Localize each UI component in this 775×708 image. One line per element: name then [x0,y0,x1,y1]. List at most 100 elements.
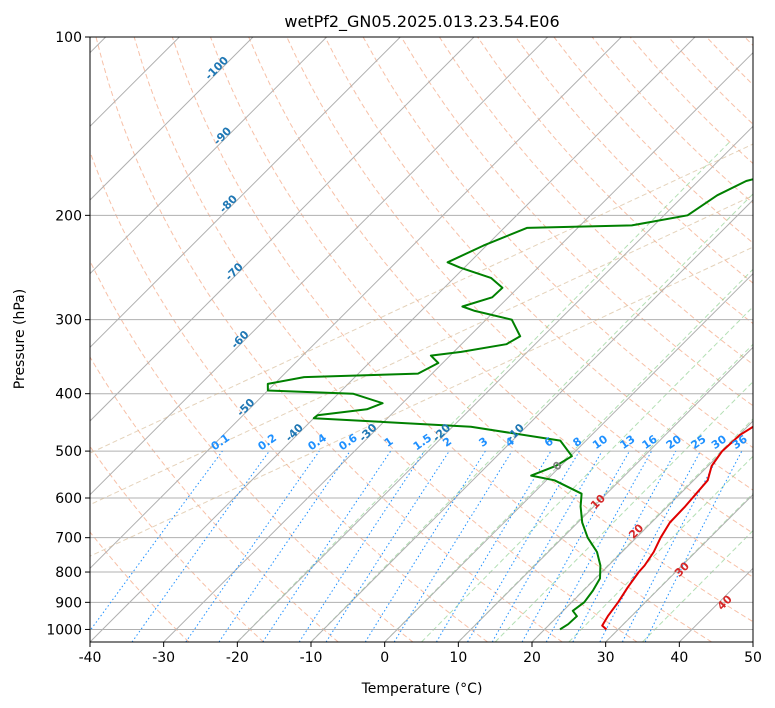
mixing-ratio-label: 13 [617,433,637,452]
dry-adiabat-line [90,531,190,642]
isotherm-line [310,199,753,642]
mixing-ratio-label: 20 [664,432,684,452]
reference-label: 30 [672,559,692,579]
dry-adiabats [90,37,753,642]
y-axis: 100 200 300 400 500 600 700 800 900 1000 [46,30,90,638]
series-layer [266,178,753,631]
y-tick-label: 100 [55,30,82,46]
isotherm-line [752,641,753,642]
dry-adiabat-line [438,37,753,366]
y-tick-label: 600 [55,491,82,507]
mixing-ratio-line [521,450,630,642]
mixing-ratio-label: 16 [640,432,660,452]
isotherm-label: -40 [283,421,306,444]
isotherm-label: -60 [228,328,251,351]
isobars [90,37,753,630]
dry-adiabat-line [706,37,753,86]
mixing-ratio-line [262,450,392,642]
x-tick-label: 0 [380,650,389,666]
mixing-ratio-lines [90,450,743,642]
reference-curve [90,194,753,506]
dewpoint-profile-line [266,178,753,631]
y-tick-label: 700 [55,531,82,547]
reference-label: 40 [715,592,735,612]
isotherm-line [605,493,753,642]
isotherm-line [457,346,753,642]
isotherm-line [90,37,475,422]
x-tick-label: 30 [597,650,615,666]
plot-area: -100-90-80-70-60-50-40 -30 -20 -100.1 0.2 0.4… [90,37,753,642]
chart-title: wetPf2_GN05.2025.013.23.54.E06 [284,12,559,32]
isotherm-label: -100 [202,54,231,83]
x-tick-label: 20 [523,650,541,666]
dry-adiabat-line [400,37,753,407]
isotherm-line [90,37,549,496]
reference-curves [90,143,753,557]
dry-adiabat-line [362,37,753,449]
dry-adiabat-line [210,37,753,623]
moist-adiabat-line [457,343,753,642]
x-tick-label: 10 [449,650,467,666]
mixing-ratio-label: 30 [709,432,729,452]
isotherm-label: -70 [223,260,246,283]
x-axis-label: Temperature (°C) [361,681,483,697]
mixing-ratio-label: 0.2 [256,431,279,453]
dry-adiabat-line [324,37,753,491]
mixing-ratio-label: 10 [590,432,610,452]
isotherm-line [163,51,753,642]
mixing-ratio-label: 6 [542,435,556,450]
mixing-ratio-label: 36 [730,432,750,452]
dry-adiabat-line [171,37,712,642]
isotherm-line [90,37,328,275]
isotherm-line [90,37,696,642]
x-tick-label: -40 [79,650,102,666]
dry-adiabat-line [133,37,638,642]
moist-adiabat-line [310,193,753,642]
mixing-ratio-line [545,450,653,642]
moist-adiabat-line [421,306,753,642]
mixing-ratio-line [621,450,722,642]
mixing-ratio-line [90,450,223,632]
dry-adiabat-line [668,37,753,125]
isotherm-line [90,37,622,570]
x-tick-label: 50 [744,650,762,666]
reference-curve [90,246,753,557]
isotherm-label: -30 [356,421,379,444]
dry-adiabat-line [90,259,414,642]
y-tick-label: 400 [55,387,82,403]
dry-adiabat-line [477,37,753,325]
dry-adiabat-line [248,37,753,578]
x-tick-label: -20 [226,650,249,666]
x-tick-label: 40 [670,650,688,666]
mixing-ratio-line [393,450,513,642]
isotherm-label: -50 [234,396,257,419]
isotherm-line [384,272,753,642]
temperature-profile-line [601,425,753,631]
mixing-ratio-label: 0.1 [209,431,232,453]
dry-adiabat-line [90,356,339,642]
mixing-ratio-line [298,450,425,642]
mixing-ratio-line [185,450,320,642]
isotherm-label: -90 [211,124,234,147]
reference-label: 20 [626,521,646,541]
moist-adiabat-line [531,418,753,642]
mixing-ratio-label: 1 [382,435,396,450]
dry-adiabat-line [90,445,264,642]
isotherms [90,37,753,642]
reference-curve [90,143,753,454]
isotherm-line [531,420,753,642]
y-axis-label: Pressure (hPa) [12,289,28,389]
plot-frame [89,36,754,643]
dry-adiabat-line [95,37,563,642]
mixing-ratio-line [131,450,270,642]
isotherm-label: -80 [217,192,240,215]
y-tick-label: 900 [55,595,82,611]
x-tick-label: -30 [152,650,175,666]
mixing-ratio-line [599,450,701,642]
mixing-ratio-label: 3 [477,435,491,450]
y-tick-label: 1000 [46,622,82,638]
y-tick-label: 300 [55,313,82,329]
mixing-ratio-line [644,450,743,642]
y-tick-label: 800 [55,565,82,581]
